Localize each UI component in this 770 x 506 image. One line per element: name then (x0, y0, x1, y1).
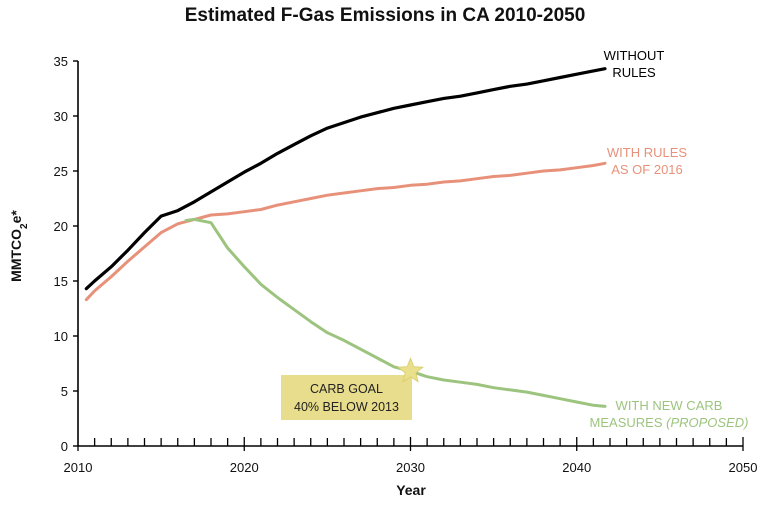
chart-title: Estimated F-Gas Emissions in CA 2010-205… (185, 5, 586, 26)
x-tick-label: 2030 (396, 460, 425, 475)
new-carb-label-line1: WITH NEW CARB (616, 398, 723, 413)
carb-goal-annotation: CARB GOAL 40% BELOW 2013 (281, 357, 424, 420)
new-carb-label-line2: MEASURES (PROPOSED) (590, 415, 749, 430)
y-tick-label: 30 (54, 109, 68, 124)
without-rules-label-line1: WITHOUT (604, 48, 665, 63)
carb-goal-box (281, 375, 412, 420)
series-label-with-rules-2016: WITH RULES AS OF 2016 (607, 145, 688, 177)
plot-lines (84, 67, 607, 408)
y-axis-label-subscript: 2 (19, 223, 30, 229)
with-rules-label-line2: AS OF 2016 (611, 162, 683, 177)
series-line-new-carb (184, 217, 607, 408)
with-rules-label-line1: WITH RULES (607, 145, 688, 160)
y-axis-label-main: MMTCO (8, 229, 24, 282)
series-label-new-carb: WITH NEW CARB MEASURES (PROPOSED) (590, 398, 749, 430)
carb-goal-label-line1: CARB GOAL (310, 382, 383, 396)
x-axis-label: Year (396, 482, 426, 498)
y-tick-label: 10 (54, 329, 68, 344)
y-tick-label: 5 (61, 384, 68, 399)
y-tick-label: 15 (54, 274, 68, 289)
y-tick-label: 25 (54, 164, 68, 179)
series-label-without-rules: WITHOUT RULES (604, 48, 665, 80)
x-tick-label: 2010 (64, 460, 93, 475)
new-carb-label-measures: MEASURES (590, 415, 667, 430)
y-axis-label-suffix: e* (8, 210, 24, 224)
y-tick-label: 0 (61, 439, 68, 454)
y-tick-label: 20 (54, 219, 68, 234)
without-rules-label-line2: RULES (612, 65, 656, 80)
new-carb-label-proposed: (PROPOSED) (666, 415, 748, 430)
series-line-without-rules (84, 67, 607, 291)
axes: 0 5 10 15 20 25 30 35 2010 2020 2030 2040 2050 (54, 54, 758, 475)
y-axis-label: MMTCO2e* (8, 210, 30, 282)
y-tick-label: 35 (54, 54, 68, 69)
x-tick-label: 2050 (729, 460, 758, 475)
x-tick-label: 2040 (562, 460, 591, 475)
carb-goal-star-icon (397, 357, 424, 383)
x-tick-label: 2020 (230, 460, 259, 475)
series-line-with-rules-2016 (84, 161, 607, 302)
carb-goal-label-line2: 40% BELOW 2013 (294, 400, 399, 414)
